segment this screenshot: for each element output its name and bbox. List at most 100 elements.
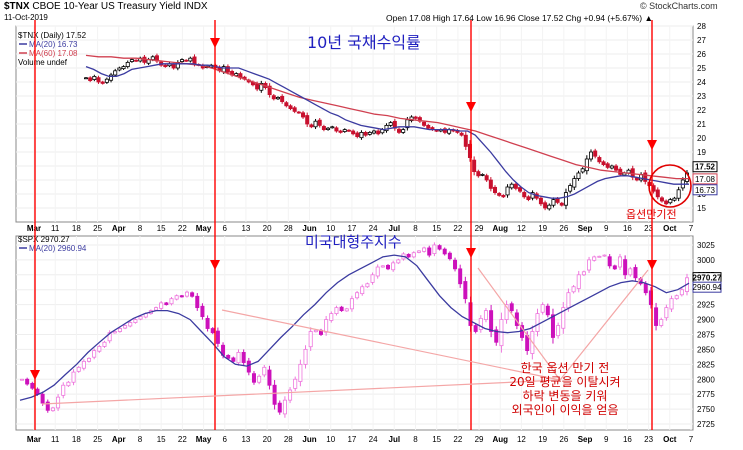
spx-candle bbox=[679, 289, 684, 296]
tnx-candle bbox=[634, 177, 639, 181]
bottom-xtick-label: 22 bbox=[453, 435, 462, 444]
tnx-annotation-title: 10년 국채수익률 bbox=[307, 33, 421, 52]
spx-candle bbox=[447, 252, 452, 260]
bottom-xtick-label: 24 bbox=[369, 435, 378, 444]
tnx-ytick-label: 21 bbox=[697, 120, 706, 129]
tnx-candle bbox=[326, 127, 331, 130]
spx-ytick-label: 2750 bbox=[697, 405, 715, 414]
tnx-candle bbox=[513, 183, 518, 189]
spx-candle bbox=[246, 360, 251, 373]
tnx-candle bbox=[84, 77, 89, 80]
spx-candle bbox=[545, 305, 550, 316]
spx-candle bbox=[262, 366, 267, 376]
spx-ma20-line bbox=[19, 254, 690, 401]
tnx-candle bbox=[555, 198, 560, 203]
spx-candle bbox=[45, 401, 50, 411]
top-xtick-label: 24 bbox=[369, 224, 378, 233]
spx-candle bbox=[483, 310, 488, 320]
bottom-xtick-label: 12 bbox=[517, 435, 526, 444]
spx-candle bbox=[272, 384, 277, 405]
tnx-candle bbox=[501, 194, 506, 198]
spx-candle bbox=[282, 399, 287, 415]
tnx-ytick-label: 26 bbox=[697, 50, 706, 59]
top-xtick-label: 29 bbox=[475, 224, 484, 233]
spx-ytick-label: 3025 bbox=[697, 241, 715, 250]
spx-candle bbox=[416, 250, 421, 253]
tnx-candle bbox=[125, 62, 130, 68]
spx-candle bbox=[293, 378, 298, 389]
tnx-candle bbox=[346, 129, 351, 132]
spx-candle bbox=[561, 307, 566, 329]
spx-candle bbox=[633, 267, 638, 279]
spx-candle bbox=[277, 402, 282, 413]
tnx-candle bbox=[522, 192, 527, 198]
tnx-candle bbox=[551, 199, 556, 206]
spx-candle bbox=[226, 354, 231, 359]
top-xtick-label: 26 bbox=[559, 224, 568, 233]
spx-candle bbox=[422, 247, 427, 252]
tnx-candle bbox=[184, 59, 189, 62]
tnx-candle bbox=[188, 57, 193, 62]
spx-ytick-label: 2725 bbox=[697, 420, 715, 429]
spx-candle bbox=[489, 310, 494, 332]
spx-candle bbox=[432, 244, 437, 254]
bottom-xtick-label: Jun bbox=[302, 435, 316, 444]
tnx-candle bbox=[338, 130, 343, 133]
tnx-ytick-label: 25 bbox=[697, 64, 706, 73]
top-xtick-label: Jun bbox=[302, 224, 316, 233]
spx-candle bbox=[174, 295, 179, 300]
bottom-xtick-label: 23 bbox=[644, 435, 653, 444]
spx-candle bbox=[535, 313, 540, 332]
pointer-line bbox=[41, 379, 561, 405]
bottom-xtick-label: 7 bbox=[689, 435, 694, 444]
tnx-ytick-label: 28 bbox=[697, 22, 706, 31]
spx-candle bbox=[463, 281, 468, 300]
tnx-candle bbox=[288, 105, 293, 110]
spx-candle bbox=[303, 349, 308, 365]
bottom-xtick-label: 9 bbox=[604, 435, 609, 444]
bottom-xtick-label: Jul bbox=[389, 435, 401, 444]
spx-candle bbox=[241, 351, 246, 363]
tnx-candle bbox=[597, 157, 602, 163]
tnx-candle bbox=[117, 67, 122, 71]
spx-candle bbox=[179, 295, 184, 298]
spx-candle bbox=[184, 291, 189, 297]
top-xtick-label: 6 bbox=[223, 224, 228, 233]
tnx-candle bbox=[664, 200, 669, 205]
tnx-price-badge-label: 17.08 bbox=[695, 175, 716, 184]
spx-candle bbox=[123, 325, 128, 329]
tnx-candle bbox=[313, 120, 318, 128]
spx-candle bbox=[56, 396, 61, 409]
tnx-candle bbox=[301, 112, 306, 118]
tnx-candle bbox=[493, 186, 498, 194]
top-xtick-label: 18 bbox=[72, 224, 81, 233]
tnx-candle bbox=[359, 131, 364, 139]
spx-candle bbox=[164, 302, 169, 306]
spx-candle bbox=[200, 305, 205, 317]
circle-note: 옵션만기전 bbox=[626, 208, 677, 221]
spx-price-badge-label: 2960.94 bbox=[693, 283, 722, 292]
spx-candle bbox=[40, 393, 45, 404]
bottom-xtick-label: Oct bbox=[663, 435, 677, 444]
spx-candle bbox=[602, 254, 607, 257]
tnx-candle bbox=[317, 119, 322, 126]
red-arrow-top bbox=[210, 38, 220, 48]
tnx-candle bbox=[655, 189, 660, 198]
top-xtick-label: Mar bbox=[27, 224, 41, 233]
bottom-xtick-label: 22 bbox=[178, 435, 187, 444]
top-xtick-label: 22 bbox=[453, 224, 462, 233]
top-xtick-label: 20 bbox=[263, 224, 272, 233]
tnx-candle bbox=[605, 163, 610, 168]
tnx-candle bbox=[676, 189, 681, 199]
spx-candle bbox=[525, 335, 530, 352]
tnx-candle bbox=[334, 127, 339, 132]
tnx-candle bbox=[543, 202, 548, 209]
spx-candle bbox=[138, 316, 143, 320]
spx-candle bbox=[97, 346, 102, 352]
tnx-candle bbox=[584, 158, 589, 172]
tnx-candle bbox=[459, 132, 464, 136]
spx-candle bbox=[643, 283, 648, 294]
bottom-xtick-label: 8 bbox=[413, 435, 418, 444]
tnx-candle bbox=[259, 83, 264, 91]
top-xtick-label: 15 bbox=[157, 224, 166, 233]
